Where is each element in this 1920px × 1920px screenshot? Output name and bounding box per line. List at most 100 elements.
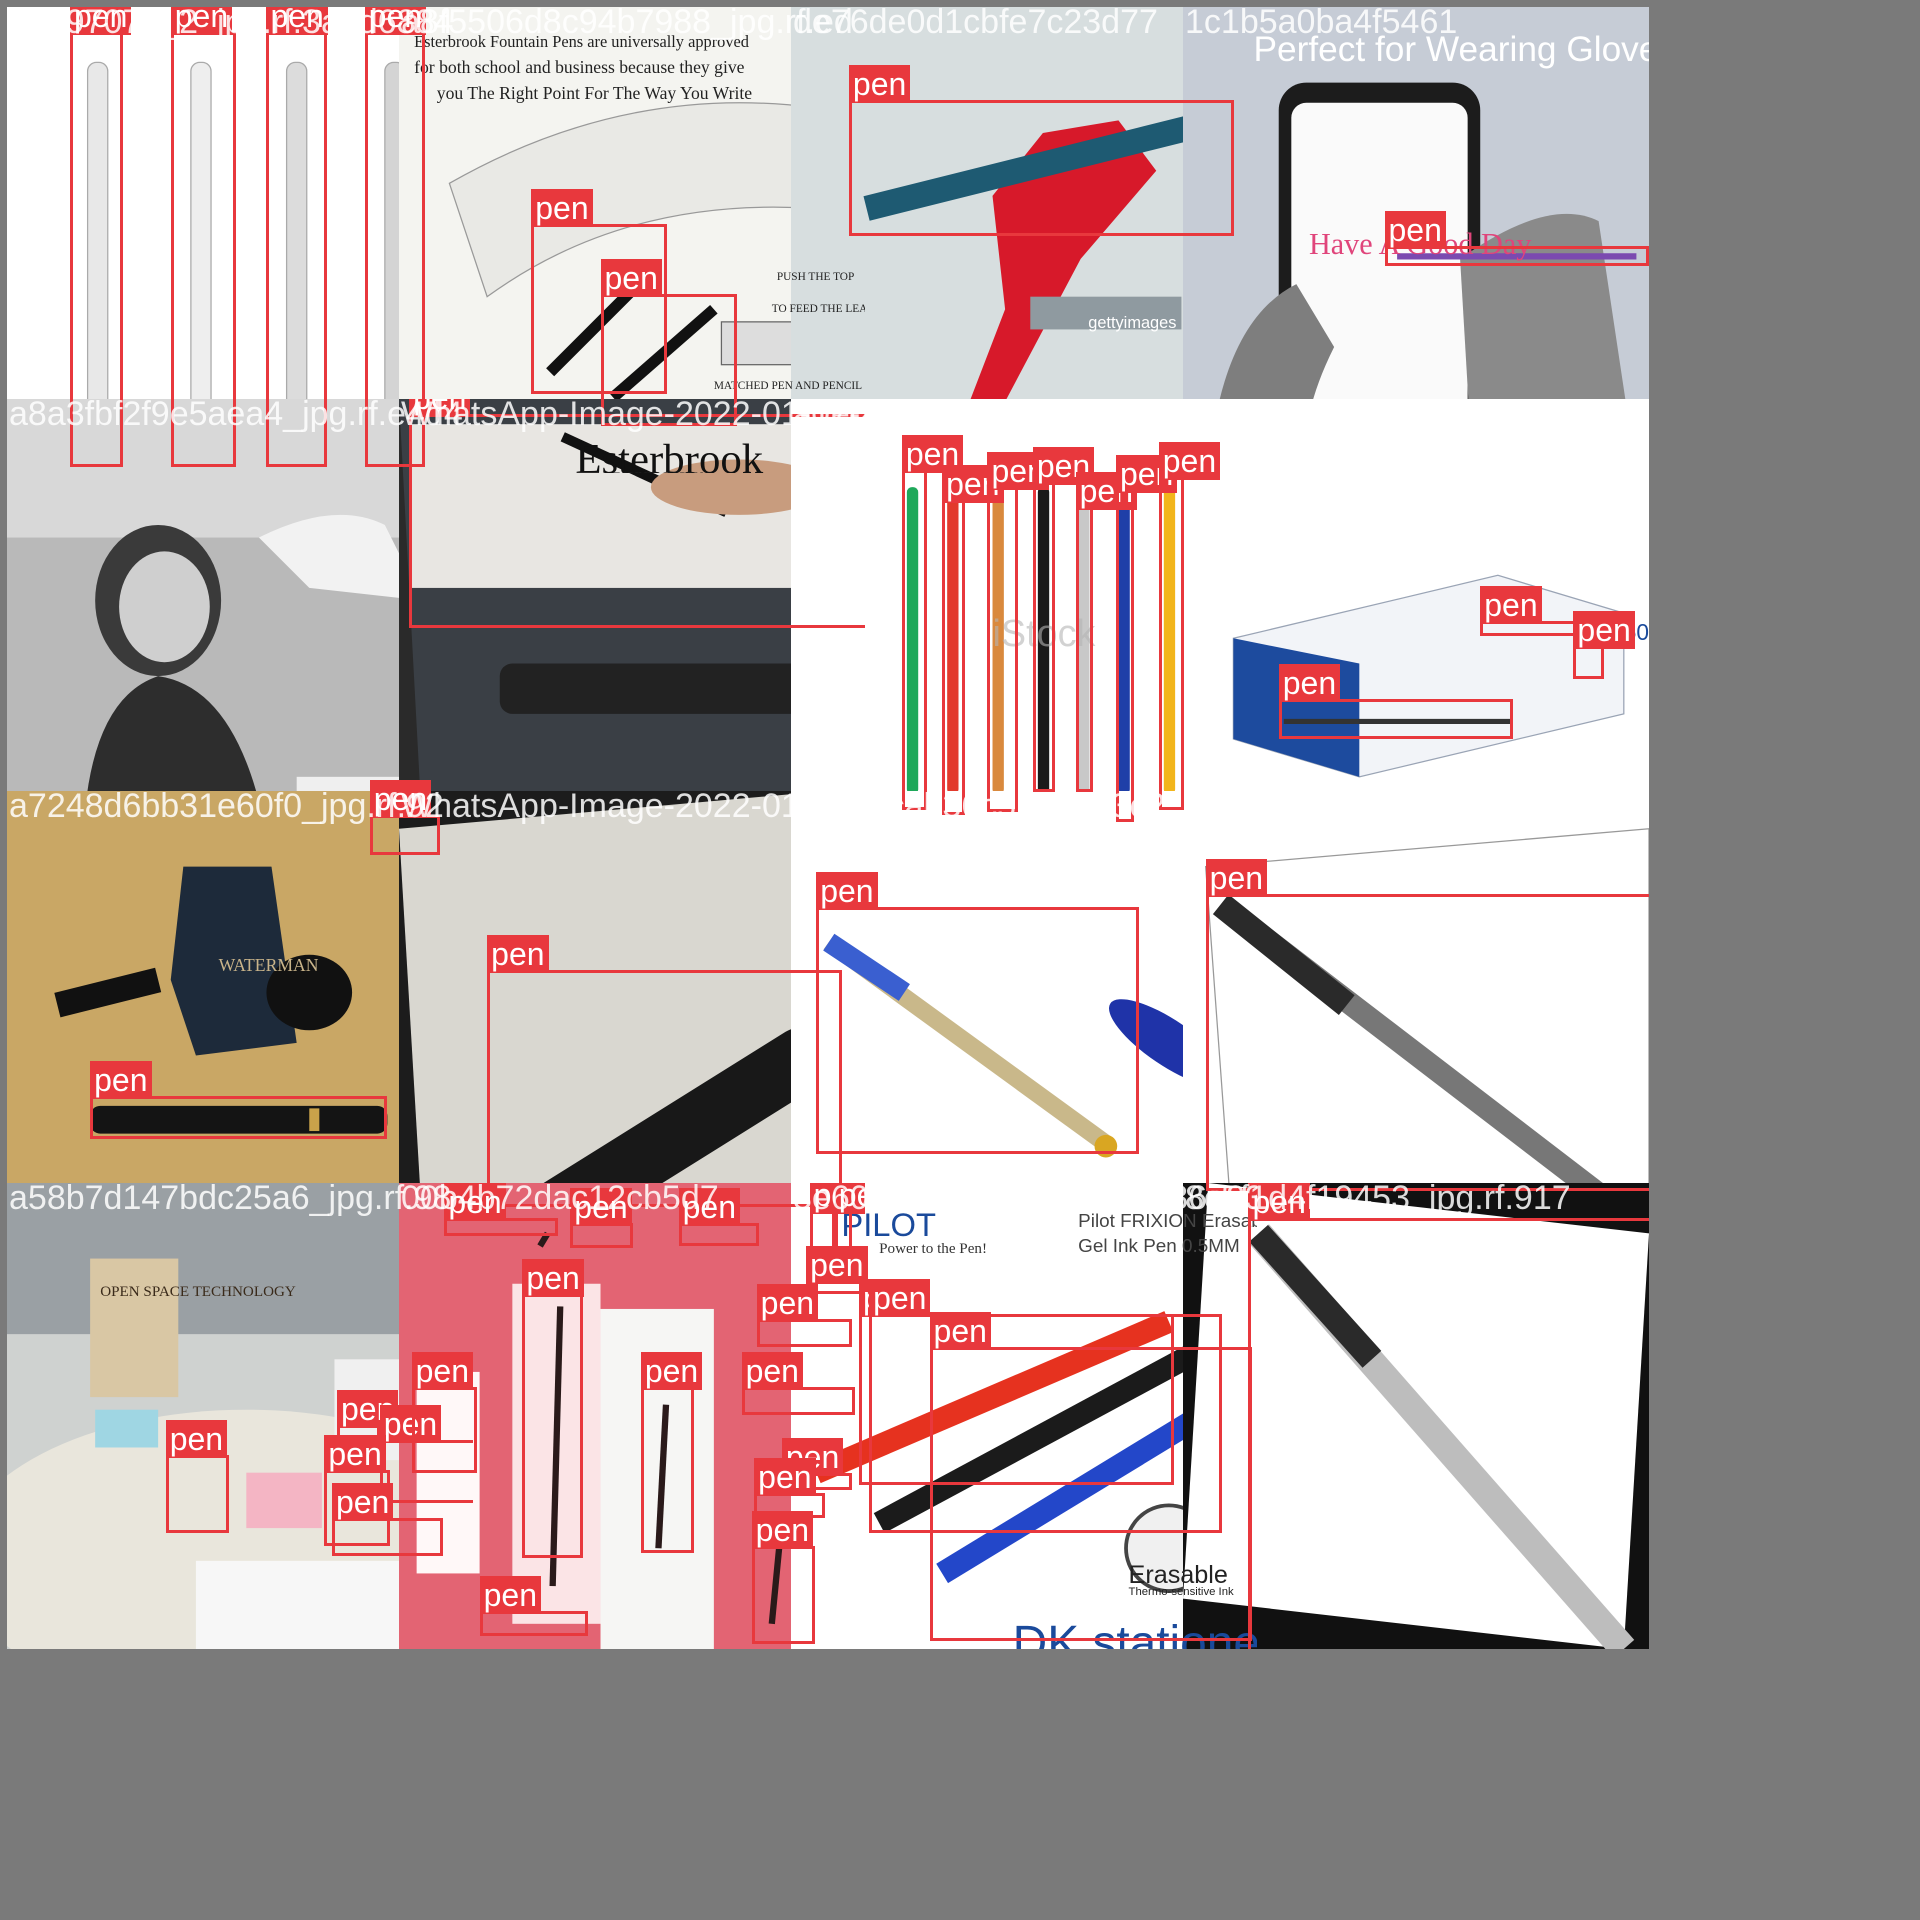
bounding-box: pen xyxy=(640,1352,703,1554)
bounding-box: pen xyxy=(522,1258,584,1559)
ad-brand-sub: FOUNTAIN PEN xyxy=(613,470,703,473)
bounding-box-label: pen xyxy=(741,1352,803,1391)
bounding-box-label: pen xyxy=(570,1188,632,1227)
bounding-box-label: pen xyxy=(379,1404,442,1443)
grid-cell: 00b4b72dac12cb5d7penpenpenpenpenpenpenpe… xyxy=(399,1183,865,1649)
bounding-box: pen xyxy=(901,434,964,810)
grid-cell: 0a2e0068f_28_jpg.rf.a9e pen xyxy=(1183,791,1649,1257)
ad-to-feed: TO FEED THE LEAD xyxy=(771,302,865,315)
bounding-box: pen xyxy=(1115,454,1178,823)
book-title: OPEN SPACE TECHNOLOGY xyxy=(100,1283,296,1300)
bounding-box-label: pen xyxy=(816,871,878,910)
bounding-box: pen xyxy=(531,188,668,394)
bounding-box: pen xyxy=(479,1576,588,1637)
bounding-box-label: pen xyxy=(165,1420,228,1459)
bounding-box-label: pen xyxy=(364,7,427,36)
bounding-box-label: pen xyxy=(1384,211,1446,250)
bounding-box-label: pen xyxy=(806,1246,868,1285)
bounding-box: pen xyxy=(487,934,843,1207)
bounding-box-label: pen xyxy=(522,1258,584,1297)
bounding-box-label: pen xyxy=(331,1483,394,1522)
bounding-box-label: pen xyxy=(170,7,233,36)
ad-headline-line3: you The Right Point For The Way You Writ… xyxy=(436,82,753,103)
scene-image xyxy=(863,108,1223,473)
grid-cell: a8f5506d8c94b7988_jpg.rf.ed Esterbrook Fo… xyxy=(399,7,865,473)
scene-image xyxy=(54,866,388,1134)
bounding-box: pen xyxy=(834,1183,865,1282)
bounding-box: pen xyxy=(929,1311,1252,1642)
bounding-box-label: pen xyxy=(1278,663,1341,702)
bounding-box: pen xyxy=(1205,859,1649,1192)
bounding-box-label: pen xyxy=(324,1435,386,1474)
bounding-box: pen xyxy=(1384,211,1649,267)
bounding-box: pen xyxy=(806,1246,875,1294)
grid-cell: 3e600007998c2e08433b86a83 PILOT Power to t… xyxy=(791,1183,1257,1649)
bounding-box: pen xyxy=(1075,472,1138,792)
scene-image xyxy=(1183,1183,1649,1649)
bounding-box-label: pen xyxy=(531,188,593,227)
bounding-box-label: pen xyxy=(69,7,132,36)
bounding-box: pen xyxy=(266,7,328,467)
grid-cell: WhatsApp-Image-2022-01-07-at-10-15-PMpen xyxy=(399,399,865,865)
grid-cell: a58b7d147bdc25a6_jpg.rf.98 OPEN SPACE TEC… xyxy=(7,1183,473,1649)
erasable-badge: Erasable xyxy=(1128,1560,1228,1589)
gloves-headline: Perfect for Wearing Gloves xyxy=(1253,29,1649,69)
bounding-box: pen xyxy=(1248,1183,1649,1649)
bounding-box-label: pen xyxy=(678,1188,740,1227)
grid-cell: de76de0d1cbfe7c23d77 gettyimages pen xyxy=(791,7,1257,473)
bounding-box-label: pen xyxy=(848,65,911,104)
bounding-box-label: pen xyxy=(1158,442,1221,481)
ad-brand: Esterbrook xyxy=(575,436,764,473)
bounding-box: pen xyxy=(364,7,427,467)
bounding-box-label: pen xyxy=(1480,585,1542,624)
scene-image xyxy=(399,399,865,865)
bounding-box-label: pen xyxy=(942,464,1004,503)
bounding-box: pen xyxy=(369,779,441,855)
bounding-box: pen xyxy=(816,871,1139,1154)
bounding-box: pen xyxy=(1032,447,1095,792)
bounding-box: pen xyxy=(331,1483,443,1556)
grid-cell: 8c5f1d4f19453_jpg.rf.917 pen xyxy=(1183,1183,1649,1649)
bounding-box: pen xyxy=(411,1352,478,1473)
bounding-box: pen xyxy=(754,1457,825,1518)
ad-headline-line1: Esterbrook Fountain Pens are universally… xyxy=(414,32,749,52)
ad-headline-line2: for both school and business because the… xyxy=(414,57,745,78)
bounding-box: pen xyxy=(942,464,1004,815)
scene-image xyxy=(399,1183,865,1649)
scene-image xyxy=(906,487,1176,795)
bounding-box-label: pen xyxy=(266,7,328,36)
bounding-box-label: pen xyxy=(600,259,662,298)
bounding-box-label: pen xyxy=(754,1457,816,1496)
bounding-box-label: pen xyxy=(1248,1183,1310,1222)
bounding-box: pen xyxy=(1278,663,1513,740)
bounding-box-label: pen xyxy=(411,1352,473,1391)
bounding-box: pen xyxy=(444,1183,558,1236)
bounding-box-label: pen xyxy=(409,399,471,418)
bounding-box: pen xyxy=(987,452,1049,813)
bounding-box-label: pen xyxy=(751,1510,814,1549)
bounding-box: pen xyxy=(869,1278,1222,1534)
bounding-box: pen xyxy=(379,1404,473,1503)
bounding-box: pen xyxy=(1480,585,1589,636)
bounding-box: pen xyxy=(409,399,865,629)
bounding-box-label: pen xyxy=(444,1183,506,1222)
bounding-box-label: pen xyxy=(369,779,432,818)
bounding-box: pen xyxy=(756,1284,853,1347)
product-name-line1: Pilot FRIXION Erasable xyxy=(1078,1210,1257,1232)
bounding-box: pen xyxy=(1573,610,1635,679)
bounding-box-label: pen xyxy=(929,1311,991,1350)
bounding-box-label: pen xyxy=(869,1278,931,1317)
bounding-box-label: pen xyxy=(640,1352,703,1391)
bounding-box: pen xyxy=(570,1188,634,1249)
bounding-box-label: pen xyxy=(1573,610,1635,649)
bounding-box: pen xyxy=(600,259,737,427)
bounding-box: pen xyxy=(170,7,237,467)
bounding-box-label: pen xyxy=(90,1060,152,1099)
gettyimages-watermark: gettyimages xyxy=(1088,314,1177,333)
grid-cell: 99abacab36c5b4a903c2 pen xyxy=(791,791,1257,1257)
bounding-box-label: pen xyxy=(1205,859,1268,898)
bounding-box: pen xyxy=(678,1188,760,1246)
ad-push-the-top: PUSH THE TOP xyxy=(776,271,855,284)
bounding-box: pen xyxy=(741,1352,855,1415)
